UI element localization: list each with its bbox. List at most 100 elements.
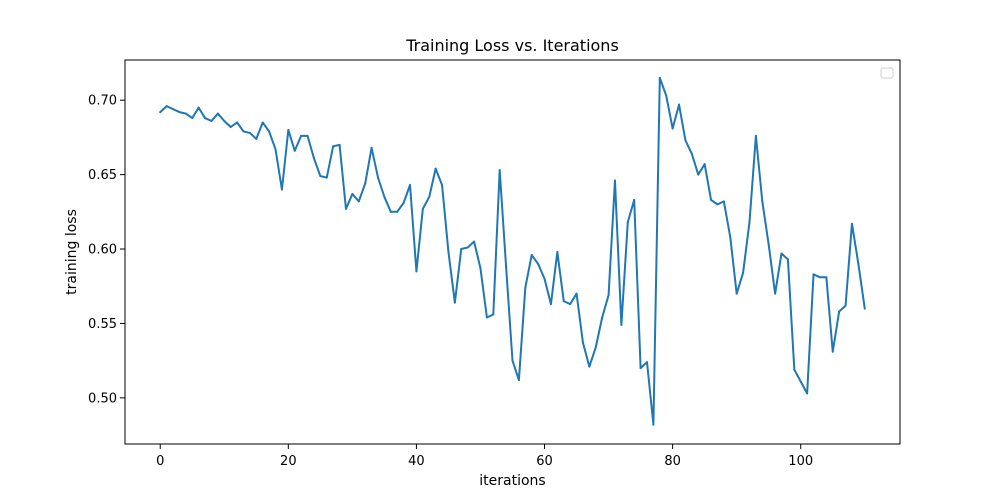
data-point	[511, 359, 514, 362]
data-point	[191, 117, 194, 120]
data-point	[665, 94, 668, 97]
data-point	[812, 273, 815, 276]
data-point	[255, 137, 258, 140]
legend-box	[880, 67, 894, 79]
x-tick-label: 60	[536, 454, 553, 469]
y-tick-label: 0.65	[88, 168, 117, 183]
y-tick-label: 0.60	[88, 243, 117, 258]
data-point	[549, 303, 552, 306]
data-point	[735, 292, 738, 295]
data-point	[831, 350, 834, 353]
data-point	[364, 182, 367, 185]
data-point	[581, 341, 584, 344]
data-point	[818, 276, 821, 279]
data-point	[537, 262, 540, 265]
data-point	[453, 301, 456, 304]
data-point	[658, 76, 661, 79]
data-point	[428, 195, 431, 198]
data-point	[312, 157, 315, 160]
data-point	[242, 130, 245, 133]
data-point	[159, 111, 162, 114]
data-point	[575, 292, 578, 295]
data-point	[588, 365, 591, 368]
x-tick-label: 0	[156, 454, 164, 469]
data-point	[620, 323, 623, 326]
data-point	[389, 210, 392, 213]
x-tick-label: 100	[788, 454, 813, 469]
data-point	[402, 201, 405, 204]
data-point	[268, 130, 271, 133]
data-point	[524, 286, 527, 289]
data-point	[479, 267, 482, 270]
data-point	[492, 313, 495, 316]
y-tick-label: 0.50	[88, 391, 117, 406]
data-point	[626, 221, 629, 224]
data-point	[344, 207, 347, 210]
data-point	[806, 392, 809, 395]
data-point	[447, 251, 450, 253]
loss-series-line	[159, 76, 866, 426]
data-point	[594, 346, 597, 349]
data-point	[684, 139, 687, 142]
data-point	[857, 262, 860, 265]
data-point	[415, 270, 418, 273]
data-point	[556, 251, 559, 253]
data-point	[562, 300, 565, 303]
data-point	[793, 368, 796, 371]
data-point	[466, 246, 469, 249]
data-point	[300, 134, 303, 137]
axes-frame	[124, 59, 901, 445]
data-point	[204, 117, 207, 120]
data-point	[838, 310, 841, 313]
x-tick-label: 80	[664, 454, 681, 469]
data-point	[460, 248, 463, 251]
data-point	[825, 276, 828, 279]
data-point	[710, 198, 713, 201]
data-point	[223, 120, 226, 123]
y-axis-ticks: 0.50 0.55 0.60 0.65 0.70	[88, 94, 125, 406]
data-point	[434, 167, 437, 170]
y-axis-label: training loss	[64, 209, 80, 295]
data-point	[274, 148, 277, 151]
data-point	[319, 175, 322, 178]
data-point	[742, 271, 745, 274]
data-point	[383, 195, 386, 198]
data-point	[248, 131, 251, 134]
data-point	[396, 210, 399, 213]
data-point	[216, 112, 219, 115]
data-point	[376, 176, 379, 179]
data-point	[357, 200, 360, 203]
data-point	[178, 111, 181, 114]
data-point	[351, 192, 354, 195]
data-point	[473, 240, 476, 243]
data-point	[678, 103, 681, 106]
data-point	[607, 294, 610, 297]
data-point	[165, 105, 168, 108]
x-axis-ticks: 0 20 40 60 80 100	[156, 444, 813, 469]
y-tick-label: 0.55	[88, 317, 117, 332]
data-point	[601, 316, 604, 319]
data-point	[761, 200, 764, 203]
data-point	[338, 143, 341, 146]
data-point	[441, 184, 444, 187]
plot-area	[124, 59, 901, 445]
data-point	[236, 121, 239, 124]
data-point	[210, 120, 213, 123]
data-point	[184, 112, 187, 115]
data-point	[569, 303, 572, 306]
data-point	[646, 361, 649, 364]
data-point	[287, 128, 290, 131]
data-point	[780, 252, 783, 255]
data-point	[863, 307, 866, 310]
data-point	[774, 292, 777, 295]
data-point	[261, 121, 264, 124]
data-point	[498, 169, 501, 172]
data-point	[197, 106, 200, 109]
data-point	[409, 184, 412, 187]
data-point	[370, 146, 373, 149]
data-point	[172, 108, 175, 111]
data-point	[754, 134, 757, 137]
data-point	[767, 243, 770, 246]
x-tick-label: 20	[280, 454, 297, 469]
data-point	[517, 379, 520, 381]
